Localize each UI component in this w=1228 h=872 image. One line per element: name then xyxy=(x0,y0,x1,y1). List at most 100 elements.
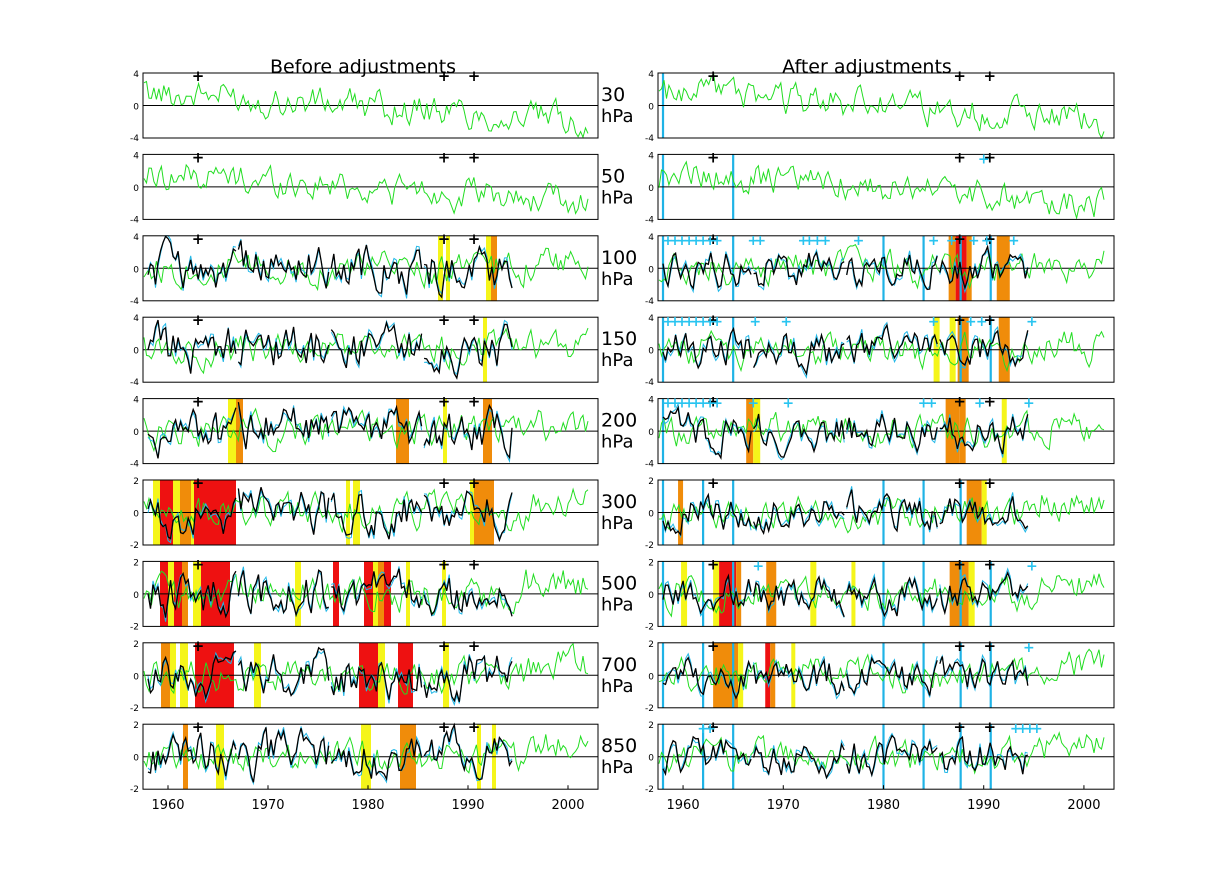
y-tick-label: 2 xyxy=(648,721,654,731)
cyan-break-marker: + xyxy=(1026,314,1038,330)
panel-right-500: 2 0 -2 + + + + + xyxy=(645,555,1115,632)
panel-right-850: 20-2+ + +++ ++++ xyxy=(645,718,1115,795)
cyan-series-line xyxy=(662,567,1029,622)
y-tick-label: -4 xyxy=(645,297,654,307)
cyan-break-marker: + xyxy=(946,233,958,249)
panel-frame xyxy=(142,642,599,709)
y-tick-label: -4 xyxy=(130,378,139,388)
cyan-series-line xyxy=(662,486,1029,539)
cyan-break-marker: + xyxy=(978,151,990,167)
black-break-marker: + xyxy=(468,393,481,411)
black-break-marker: + xyxy=(983,555,996,573)
black-break-marker: + xyxy=(192,148,205,166)
cyan-break-marker: + xyxy=(754,233,766,249)
y-tick-label: 4 xyxy=(133,396,139,406)
level-label-500: 500 xyxy=(601,572,637,594)
black-break-marker: + xyxy=(707,718,720,736)
cyan-break-marker: + xyxy=(690,314,702,330)
black-break-marker: + xyxy=(953,474,966,492)
black-break-marker: + xyxy=(468,637,481,655)
y-tick-label: 0 xyxy=(133,672,139,682)
black-series-line xyxy=(662,489,1029,537)
y-tick-label: 0 xyxy=(648,591,654,601)
black-break-marker: + xyxy=(953,67,966,85)
panel-frame xyxy=(657,235,1115,302)
black-break-marker: + xyxy=(707,67,720,85)
level-unit-label: hPa xyxy=(601,757,633,778)
panel-frame xyxy=(142,235,599,302)
black-break-marker: + xyxy=(468,148,481,166)
cyan-break-marker: + xyxy=(683,396,695,412)
black-break-marker: + xyxy=(983,230,996,248)
y-tick-label: 0 xyxy=(648,672,654,682)
panel-frame xyxy=(657,72,1115,139)
black-break-marker: + xyxy=(438,148,451,166)
cyan-break-marker: + xyxy=(662,314,674,330)
y-tick-label: 4 xyxy=(648,233,654,243)
cyan-break-marker: + xyxy=(803,233,815,249)
cyan-break-marker: + xyxy=(926,396,938,412)
black-break-marker: + xyxy=(438,393,451,411)
black-break-marker: + xyxy=(983,311,996,329)
cyan-break-marker: + xyxy=(704,396,716,412)
panel-frame xyxy=(142,316,599,383)
panel-frame xyxy=(657,316,1115,383)
black-break-marker: + xyxy=(953,148,966,166)
y-tick-label: -4 xyxy=(645,215,654,225)
cyan-break-marker: + xyxy=(780,314,792,330)
panel-left-200: 4 0 -4 + + + xyxy=(130,393,599,470)
green-series-line xyxy=(143,163,589,215)
x-tick-label: 1960 xyxy=(151,798,184,813)
x-tick-label: 1960 xyxy=(667,798,700,813)
panel-frame xyxy=(142,723,599,790)
x-tick-label: 1970 xyxy=(767,798,800,813)
y-tick-label: -4 xyxy=(130,215,139,225)
black-series-line xyxy=(147,319,513,380)
black-break-marker: + xyxy=(468,311,481,329)
cyan-series-line xyxy=(147,725,513,786)
black-break-marker: + xyxy=(707,474,720,492)
y-tick-label: -4 xyxy=(130,134,139,144)
level-unit-label: hPa xyxy=(601,106,633,127)
y-tick-label: 0 xyxy=(648,184,654,194)
green-series-line xyxy=(658,329,1105,373)
y-tick-label: 4 xyxy=(133,233,139,243)
y-tick-label: -4 xyxy=(645,460,654,470)
level-unit-label: hPa xyxy=(601,513,633,534)
panel-left-30: 4 0 -4 + + + xyxy=(130,67,599,144)
black-break-marker: + xyxy=(468,474,481,492)
cyan-break-marker: + xyxy=(1023,396,1035,412)
black-series-line xyxy=(662,244,1029,291)
black-series-line xyxy=(662,405,1029,460)
y-tick-label: 4 xyxy=(648,396,654,406)
black-break-marker: + xyxy=(707,311,720,329)
y-tick-label: 0 xyxy=(133,265,139,275)
y-tick-label: 2 xyxy=(133,640,139,650)
cyan-break-marker: + xyxy=(1031,721,1043,737)
green-series-line xyxy=(658,648,1105,694)
green-series-line xyxy=(658,160,1105,220)
black-break-marker: + xyxy=(983,67,996,85)
panel-right-200: 40-4+ + +++++++++ + + ++ + + xyxy=(645,393,1115,470)
black-break-marker: + xyxy=(707,393,720,411)
y-tick-label: -4 xyxy=(645,378,654,388)
green-series-line xyxy=(658,244,1105,290)
black-break-marker: + xyxy=(192,637,205,655)
panel-right-100: 40-4+ + +++++++++ ++ ++++ + + + + + + xyxy=(645,230,1115,307)
black-break-marker: + xyxy=(707,148,720,166)
cyan-break-marker: + xyxy=(662,233,674,249)
cyan-break-marker: + xyxy=(1017,721,1029,737)
level-unit-label: hPa xyxy=(601,187,633,208)
y-tick-label: 4 xyxy=(133,70,139,80)
cyan-break-marker: + xyxy=(690,233,702,249)
level-unit-label: hPa xyxy=(601,269,633,290)
panel-frame xyxy=(657,479,1115,546)
panel-left-850: 2 0 -2 + + + xyxy=(130,718,599,795)
black-break-marker: + xyxy=(192,311,205,329)
green-series-line xyxy=(143,569,589,616)
cyan-break-marker: + xyxy=(683,314,695,330)
black-break-marker: + xyxy=(953,230,966,248)
black-break-marker: + xyxy=(468,67,481,85)
cyan-break-marker: + xyxy=(747,396,759,412)
